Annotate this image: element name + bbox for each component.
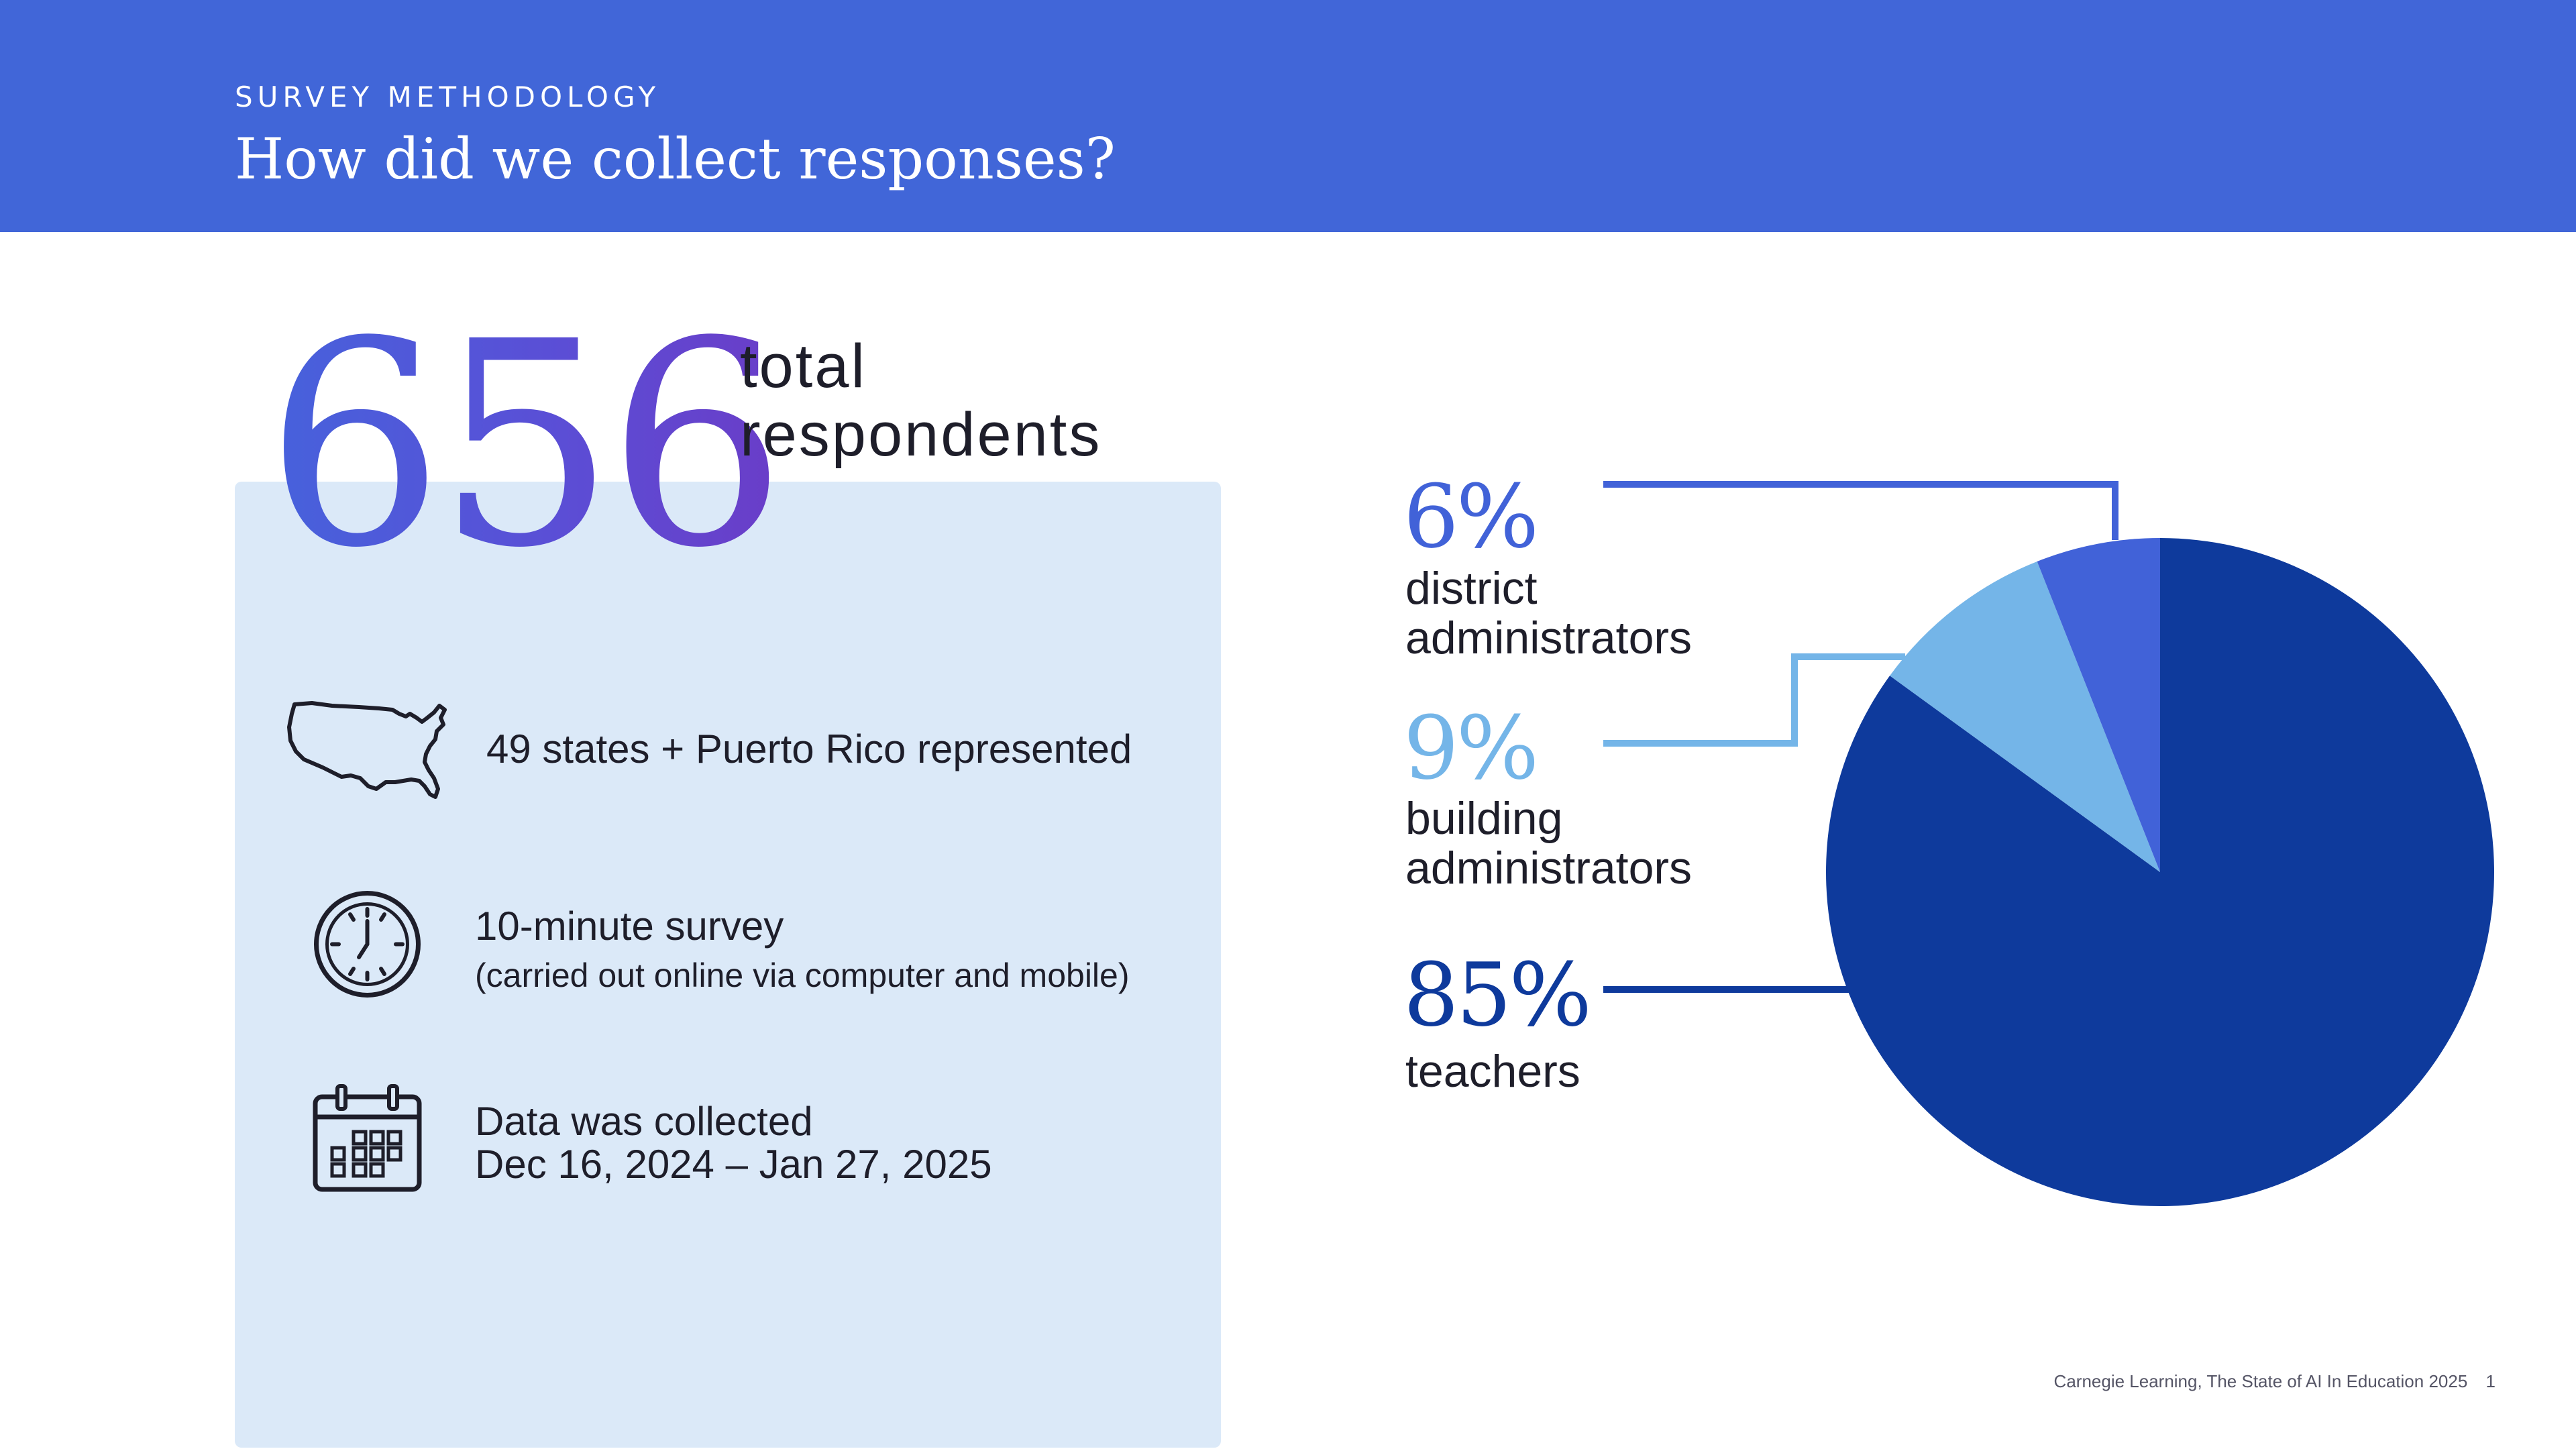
building-label-line2: administrators	[1405, 843, 1693, 894]
building-label-line1: building	[1405, 793, 1563, 844]
us-map-icon	[287, 701, 447, 799]
district-label-line2: administrators	[1405, 612, 1693, 663]
fact-duration-subtext: (carried out online via computer and mob…	[475, 957, 1130, 994]
footer: Carnegie Learning, The State of AI In Ed…	[2054, 1371, 2496, 1392]
total-respondents-number: 656	[265, 282, 787, 610]
leader-line-district	[1603, 481, 2118, 540]
district-label-line1: district	[1405, 563, 1538, 614]
total-label-line2: respondents	[740, 400, 1102, 469]
building-percent: 9%	[1403, 697, 1539, 799]
teachers-label-line1: teachers	[1405, 1046, 1580, 1097]
calendar-icon	[313, 1084, 422, 1192]
teachers-percent: 85%	[1403, 944, 1592, 1046]
fact-dates: Data was collected Dec 16, 2024 – Jan 27…	[475, 1100, 992, 1186]
page-number: 1	[2485, 1371, 2496, 1391]
fact-states: 49 states + Puerto Rico represented	[486, 727, 1132, 771]
district-percent: 6%	[1403, 466, 1539, 568]
total-respondents-label: total respondents	[740, 332, 1102, 469]
fact-dates-range: Dec 16, 2024 – Jan 27, 2025	[475, 1142, 992, 1187]
header-bar: SURVEY METHODOLOGY How did we collect re…	[0, 0, 2576, 232]
clock-icon	[314, 891, 421, 998]
teachers-label: teachers	[1405, 1046, 1580, 1096]
page-title: How did we collect responses?	[235, 126, 1116, 192]
pie-slice-building-administrators	[1890, 561, 2160, 872]
facts-panel	[235, 482, 1221, 1448]
section-eyebrow: SURVEY METHODOLOGY	[235, 80, 661, 113]
footer-source: Carnegie Learning, The State of AI In Ed…	[2053, 1371, 2468, 1391]
pie-slice-district-administrators	[2037, 538, 2160, 872]
leader-line-building	[1603, 653, 1905, 747]
fact-duration-title: 10-minute survey	[475, 904, 784, 949]
district-label: district administrators	[1405, 564, 1692, 663]
building-label: building administrators	[1405, 794, 1692, 893]
total-label-line1: total	[740, 332, 867, 400]
fact-duration: 10-minute survey (carried out online via…	[475, 903, 1130, 995]
fact-dates-title: Data was collected	[475, 1099, 813, 1144]
